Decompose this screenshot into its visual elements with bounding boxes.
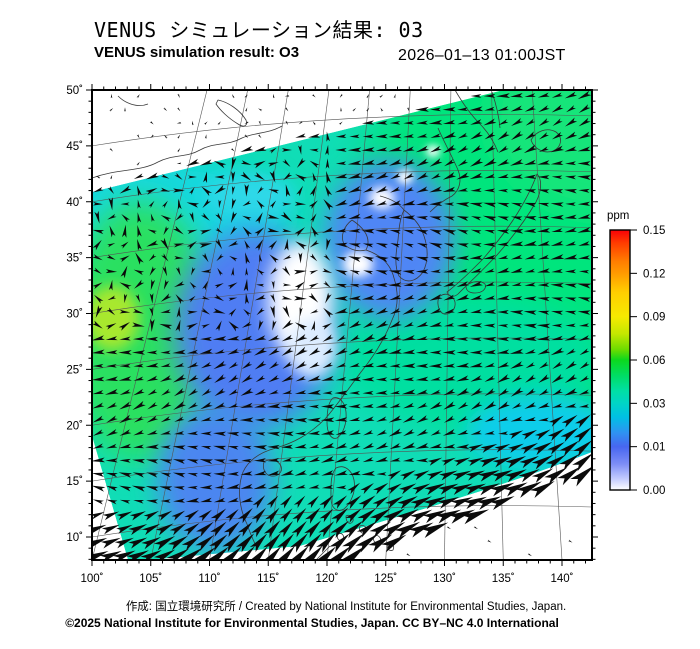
timestamp-label: 2026–01–13 01:00JST [398,47,566,64]
lat-tick-label: 20˚ [66,420,83,432]
license-line: ©2025 National Institute for Environment… [65,616,559,630]
wind-vector-field [92,90,592,560]
lon-tick-label: 115˚ [257,573,279,585]
lat-tick-label: 25˚ [66,364,83,376]
lat-tick-label: 50˚ [66,85,83,97]
lat-tick-label: 45˚ [66,141,83,153]
page-title-japanese: VENUS シミュレーション結果: 03 [94,18,424,42]
lat-tick-label: 40˚ [66,197,83,209]
colorbar-unit-label: ppm [607,210,629,222]
colorbar: 0.15 0.12 0.09 0.06 0.03 0.01 0.00 ppm [607,210,665,497]
lon-tick-label: 140˚ [550,573,573,585]
map-area [92,90,592,560]
axis-labels: 50˚ 45˚ 40˚ 35˚ 30˚ 25˚ 20˚ 15˚ 10˚ 100˚ 105˚ 110˚ 1… [66,85,573,585]
lon-tick-label: 120˚ [315,573,338,585]
colorbar-tick-label: 0.12 [643,268,665,280]
lat-tick-label: 10˚ [66,532,83,544]
lat-tick-label: 35˚ [66,253,83,265]
lon-tick-label: 130˚ [433,573,456,585]
colorbar-tick-label: 0.09 [643,312,665,324]
lat-tick-label: 15˚ [66,476,83,488]
o3-concentration-field [92,90,592,560]
colorbar-tick-label: 0.15 [643,225,665,237]
lon-tick-label: 110˚ [198,573,220,585]
map-frame [86,84,598,566]
lon-tick-label: 105˚ [139,573,162,585]
colorbar-tick-label: 0.06 [643,355,665,367]
page-title-english: VENUS simulation result: O3 [94,44,300,61]
credit-line: 作成: 国立環境研究所 / Created by National Instit… [125,601,567,613]
colorbar-tick-label: 0.00 [643,485,665,497]
colorbar-tick-label: 0.01 [643,442,665,454]
lon-tick-label: 135˚ [492,573,515,585]
lat-tick-label: 30˚ [66,309,83,321]
lon-tick-label: 125˚ [374,573,397,585]
colorbar-tick-label: 0.03 [643,398,665,410]
lon-tick-label: 100˚ [80,573,103,585]
